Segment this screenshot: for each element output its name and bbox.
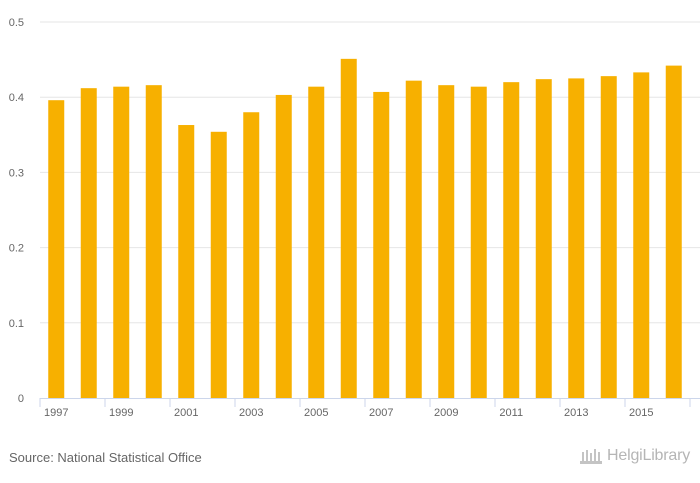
bar-2006[interactable] xyxy=(340,58,357,399)
bar-2005[interactable] xyxy=(308,86,325,398)
axes: 0 0.1 0.2 0.3 0.4 0.5 1997 1999 2001 2003 2005 2007… xyxy=(9,17,700,419)
bar-2000[interactable] xyxy=(145,85,162,398)
x-tick-label: 2015 xyxy=(629,407,653,419)
bar-2008[interactable] xyxy=(405,80,422,398)
bar-2012[interactable] xyxy=(535,79,552,398)
x-tick-label: 2003 xyxy=(239,407,263,419)
x-tick-label: 1999 xyxy=(109,407,133,419)
bar-2015[interactable] xyxy=(633,72,650,398)
bar-2004[interactable] xyxy=(275,94,292,398)
y-tick-label: 0.2 xyxy=(9,243,24,255)
x-tick-label: 1997 xyxy=(44,407,68,419)
library-icon xyxy=(580,449,603,464)
bar-1998[interactable] xyxy=(80,88,97,399)
y-tick-label: 0.1 xyxy=(9,318,24,330)
bar-2013[interactable] xyxy=(568,78,585,399)
bar-1997[interactable] xyxy=(48,100,65,398)
y-tick-label: 0.5 xyxy=(9,17,24,29)
x-tick-label: 2001 xyxy=(174,407,198,419)
bar-2007[interactable] xyxy=(373,91,390,398)
y-tick-label: 0 xyxy=(18,393,24,405)
logo-text: HelgiLibrary xyxy=(607,447,690,464)
bar-2014[interactable] xyxy=(600,76,617,399)
x-tick-label: 2011 xyxy=(499,407,523,419)
bar-2001[interactable] xyxy=(178,125,195,399)
bar-2011[interactable] xyxy=(503,82,520,398)
source-note: Source: National Statistical Office xyxy=(9,450,202,465)
helgilibrary-logo[interactable]: HelgiLibrary xyxy=(579,447,690,465)
bar-2010[interactable] xyxy=(470,86,487,398)
bar-2002[interactable] xyxy=(210,131,227,399)
x-tick-label: 2013 xyxy=(564,407,588,419)
bar-1999[interactable] xyxy=(113,86,130,398)
bar-2009[interactable] xyxy=(438,85,455,398)
x-tick-label: 2005 xyxy=(304,407,328,419)
bars xyxy=(48,58,682,399)
y-tick-label: 0.4 xyxy=(9,92,24,104)
x-tick-label: 2007 xyxy=(369,407,393,419)
bar-2016[interactable] xyxy=(665,65,682,398)
y-tick-label: 0.3 xyxy=(9,167,24,179)
bar-2003[interactable] xyxy=(243,112,260,399)
x-tick-label: 2009 xyxy=(434,407,458,419)
